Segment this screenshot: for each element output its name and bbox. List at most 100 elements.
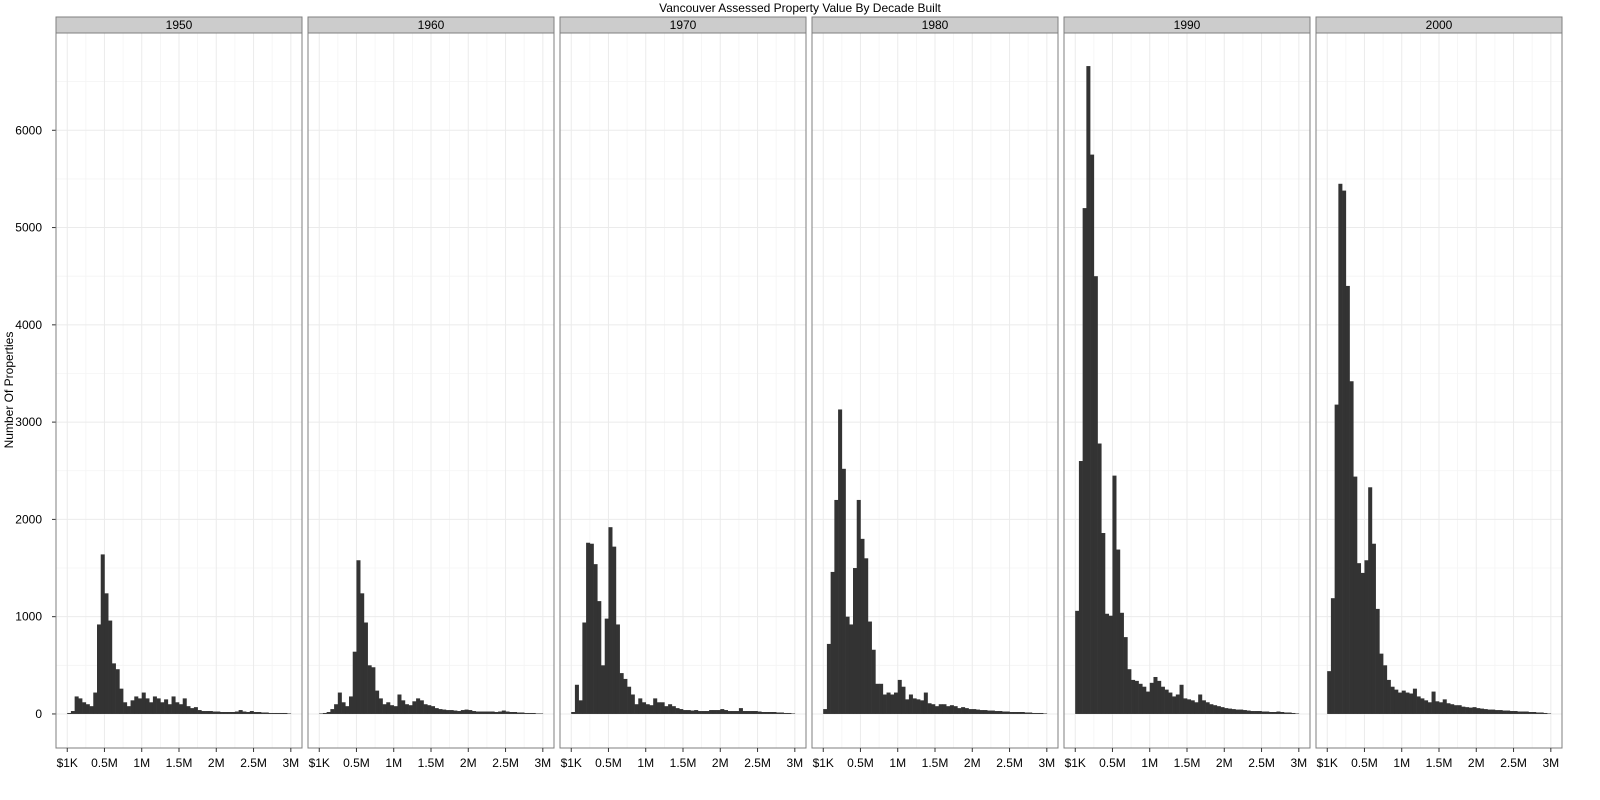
histogram-bar xyxy=(1338,183,1343,714)
histogram-bar xyxy=(1254,711,1259,714)
y-tick-label: 3000 xyxy=(15,415,42,429)
histogram-bar xyxy=(1453,705,1458,714)
histogram-bar xyxy=(524,712,529,714)
histogram-bar xyxy=(1119,612,1124,714)
histogram-bar xyxy=(201,711,206,714)
histogram-bar xyxy=(167,704,172,714)
histogram-bar xyxy=(494,712,499,714)
x-tick-label: 1M xyxy=(385,756,402,770)
histogram-bar xyxy=(134,696,139,714)
histogram-bar xyxy=(1509,711,1514,714)
histogram-bar xyxy=(753,711,758,714)
histogram-bar xyxy=(1457,705,1462,714)
histogram-bar xyxy=(257,712,262,714)
histogram-bar xyxy=(268,712,273,714)
x-tick-label: 2.5M xyxy=(996,756,1023,770)
histogram-bar xyxy=(1416,696,1421,714)
histogram-bar xyxy=(1127,669,1132,714)
histogram-bar xyxy=(1442,699,1447,714)
histogram-bar xyxy=(1398,692,1403,714)
x-tick-label: 2M xyxy=(712,756,729,770)
y-tick-label: 2000 xyxy=(15,512,42,526)
histogram-bar xyxy=(1543,712,1548,714)
histogram-bar xyxy=(1002,711,1007,714)
histogram-bar xyxy=(442,709,447,714)
histogram-bar xyxy=(535,713,540,714)
histogram-bar xyxy=(208,711,213,714)
histogram-bar xyxy=(1239,709,1244,714)
histogram-bar xyxy=(671,706,676,714)
histogram-bar xyxy=(1283,712,1288,714)
x-tick-label: $1K xyxy=(57,756,78,770)
histogram-bar xyxy=(619,673,624,714)
histogram-bar xyxy=(408,705,413,714)
histogram-bar xyxy=(1405,692,1410,714)
histogram-bar xyxy=(249,711,254,714)
histogram-bar xyxy=(212,711,217,714)
x-tick-label: 1M xyxy=(1141,756,1158,770)
facet-strip-label: 1950 xyxy=(166,18,193,32)
histogram-bar xyxy=(419,700,424,714)
histogram-bar xyxy=(74,696,79,714)
histogram-bar xyxy=(634,704,639,714)
histogram-bar xyxy=(431,706,436,714)
histogram-bar xyxy=(445,710,450,714)
histogram-bar xyxy=(472,711,477,714)
histogram-bar xyxy=(1487,709,1492,714)
histogram-bar xyxy=(1216,706,1221,714)
histogram-bar xyxy=(97,624,102,714)
histogram-bar xyxy=(1134,680,1139,714)
histogram-bar xyxy=(1005,711,1010,714)
histogram-bar xyxy=(334,704,339,714)
x-tick-label: 0.5M xyxy=(1351,756,1378,770)
histogram-bar xyxy=(630,694,635,714)
histogram-bar xyxy=(264,712,269,714)
histogram-bar xyxy=(931,704,936,714)
histogram-bar xyxy=(182,698,187,714)
histogram-bar xyxy=(1146,691,1151,714)
histogram-bar xyxy=(242,711,247,714)
histogram-bar xyxy=(1409,693,1414,714)
x-tick-label: 2M xyxy=(208,756,225,770)
histogram-bar xyxy=(108,620,113,714)
x-tick-label: $1K xyxy=(1065,756,1086,770)
histogram-bar xyxy=(82,702,87,714)
histogram-bar xyxy=(675,708,680,714)
histogram-bar xyxy=(1535,712,1540,714)
histogram-bar xyxy=(253,712,258,714)
histogram-bar xyxy=(319,713,324,714)
x-tick-label: 0.5M xyxy=(595,756,622,770)
histogram-bar xyxy=(823,709,828,714)
histogram-bar xyxy=(490,711,495,714)
histogram-bar xyxy=(1123,637,1128,714)
histogram-bar xyxy=(390,705,395,714)
histogram-bar xyxy=(216,711,221,714)
histogram-bar xyxy=(345,706,350,714)
histogram-bar xyxy=(1020,712,1025,714)
x-tick-label: 1M xyxy=(133,756,150,770)
histogram-bar xyxy=(1494,710,1499,714)
histogram-bar xyxy=(979,710,984,714)
histogram-bar xyxy=(994,711,999,714)
x-tick-label: 1.5M xyxy=(670,756,697,770)
histogram-bar xyxy=(849,624,854,714)
histogram-bar xyxy=(505,711,510,714)
histogram-bar xyxy=(1078,461,1083,714)
facet-strip-label: 1960 xyxy=(418,18,445,32)
histogram-bar xyxy=(1224,708,1229,714)
histogram-bar xyxy=(1116,549,1121,714)
histogram-bar xyxy=(593,564,598,714)
histogram-bar xyxy=(656,702,661,714)
histogram-bar xyxy=(705,711,710,714)
x-tick-label: 2M xyxy=(1468,756,1485,770)
histogram-bar xyxy=(1101,533,1106,714)
histogram-bar xyxy=(509,712,514,714)
x-tick-label: 3M xyxy=(1290,756,1307,770)
histogram-bar xyxy=(156,698,161,714)
histogram-bar xyxy=(701,711,706,714)
histogram-bar xyxy=(1368,487,1373,714)
histogram-bar xyxy=(1039,712,1044,714)
x-tick-label: 0.5M xyxy=(847,756,874,770)
x-tick-label: $1K xyxy=(309,756,330,770)
histogram-bar xyxy=(938,704,943,714)
